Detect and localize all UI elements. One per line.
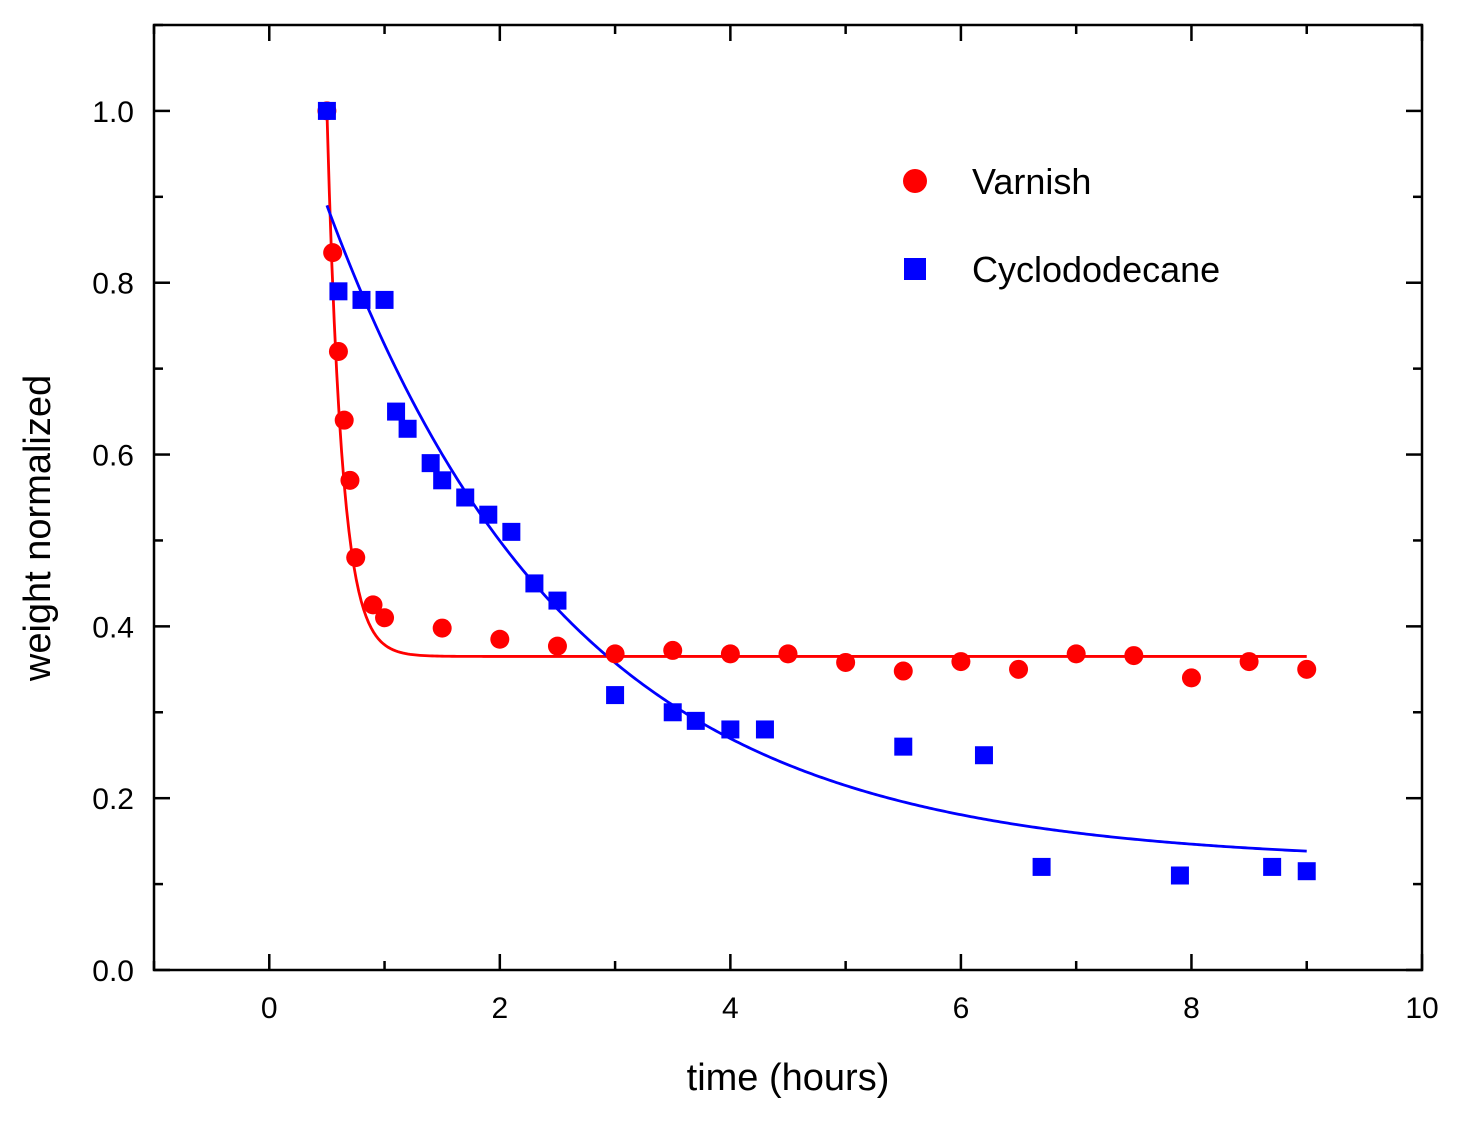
data-point-cyclododecane: [721, 720, 740, 739]
data-point-cyclododecane: [686, 711, 705, 730]
data-point-cyclododecane: [421, 454, 440, 473]
data-point-cyclododecane: [433, 471, 452, 490]
fit-curve-cyclododecane: [325, 204, 1307, 853]
data-point-cyclododecane: [479, 505, 498, 524]
data-point-cyclododecane: [502, 522, 521, 541]
x-tick-label: 10: [1405, 992, 1438, 1025]
data-point-varnish: [1124, 646, 1144, 666]
data-point-varnish: [490, 629, 510, 649]
y-tick-label: 0.0: [92, 955, 134, 988]
y-axis-title: weight normalized: [17, 375, 59, 682]
data-point-cyclododecane: [1297, 862, 1316, 881]
y-tick-label: 0.8: [92, 268, 134, 301]
data-point-varnish: [663, 640, 683, 660]
data-point-cyclododecane: [894, 737, 913, 756]
plot-frame: [152, 23, 1424, 972]
data-point-varnish: [836, 652, 856, 672]
data-point-cyclododecane: [398, 419, 417, 438]
data-point-cyclododecane: [548, 591, 567, 610]
legend-label-varnish: Varnish: [972, 161, 1091, 202]
y-tick-label: 1.0: [92, 96, 134, 129]
data-point-varnish: [951, 652, 971, 672]
data-point-cyclododecane: [663, 703, 682, 722]
data-point-cyclododecane: [375, 290, 394, 309]
axis-tick-labels: 0 2 4 6 8 10 0.0 0.2 0.4 0.6 0.8 1.0: [92, 96, 1438, 1025]
data-point-varnish: [340, 470, 360, 490]
data-point-cyclododecane: [974, 746, 993, 765]
data-point-varnish: [547, 636, 567, 656]
legend-marker-varnish: [903, 169, 927, 193]
axis-ticks: [152, 23, 1424, 972]
fit-curve-varnish: [325, 110, 1307, 658]
data-point-varnish: [323, 243, 343, 263]
data-point-cyclododecane: [387, 402, 406, 421]
data-point-cyclododecane: [755, 720, 774, 739]
x-tick-label: 4: [722, 992, 739, 1025]
data-point-cyclododecane: [525, 574, 544, 593]
data-point-varnish: [605, 644, 625, 664]
data-point-varnish: [1297, 659, 1317, 679]
data-point-varnish: [328, 341, 348, 361]
y-tick-label: 0.2: [92, 783, 134, 816]
x-tick-label: 2: [491, 992, 508, 1025]
data-point-cyclododecane: [317, 101, 336, 120]
y-tick-label: 0.6: [92, 440, 134, 473]
data-point-varnish: [334, 410, 354, 430]
x-axis-title: time (hours): [687, 1057, 890, 1099]
data-point-varnish: [363, 595, 383, 615]
x-tick-label: 8: [1183, 992, 1200, 1025]
legend-marker-cyclododecane: [904, 258, 926, 280]
y-tick-label: 0.4: [92, 611, 134, 644]
x-tick-label: 0: [261, 992, 278, 1025]
data-point-cyclododecane: [1263, 857, 1282, 876]
data-point-varnish: [1239, 652, 1259, 672]
data-point-cyclododecane: [1032, 857, 1051, 876]
data-point-varnish: [1181, 668, 1201, 688]
data-point-varnish: [346, 548, 366, 568]
legend-label-cyclododecane: Cyclododecane: [972, 249, 1220, 290]
data-point-cyclododecane: [1170, 866, 1189, 885]
data-point-cyclododecane: [456, 488, 475, 507]
data-point-varnish: [893, 661, 913, 681]
fit-curves: [325, 110, 1307, 853]
data-point-varnish: [1066, 644, 1086, 664]
data-point-varnish: [778, 644, 798, 664]
data-point-varnish: [375, 608, 395, 628]
data-point-varnish: [432, 618, 452, 638]
legend: Varnish Cyclododecane: [903, 161, 1220, 290]
data-point-cyclododecane: [606, 686, 625, 705]
data-point-cyclododecane: [329, 282, 348, 301]
data-markers: [317, 101, 1317, 885]
data-point-varnish: [1009, 659, 1029, 679]
x-tick-label: 6: [953, 992, 970, 1025]
data-point-cyclododecane: [352, 290, 371, 309]
data-point-varnish: [720, 644, 740, 664]
